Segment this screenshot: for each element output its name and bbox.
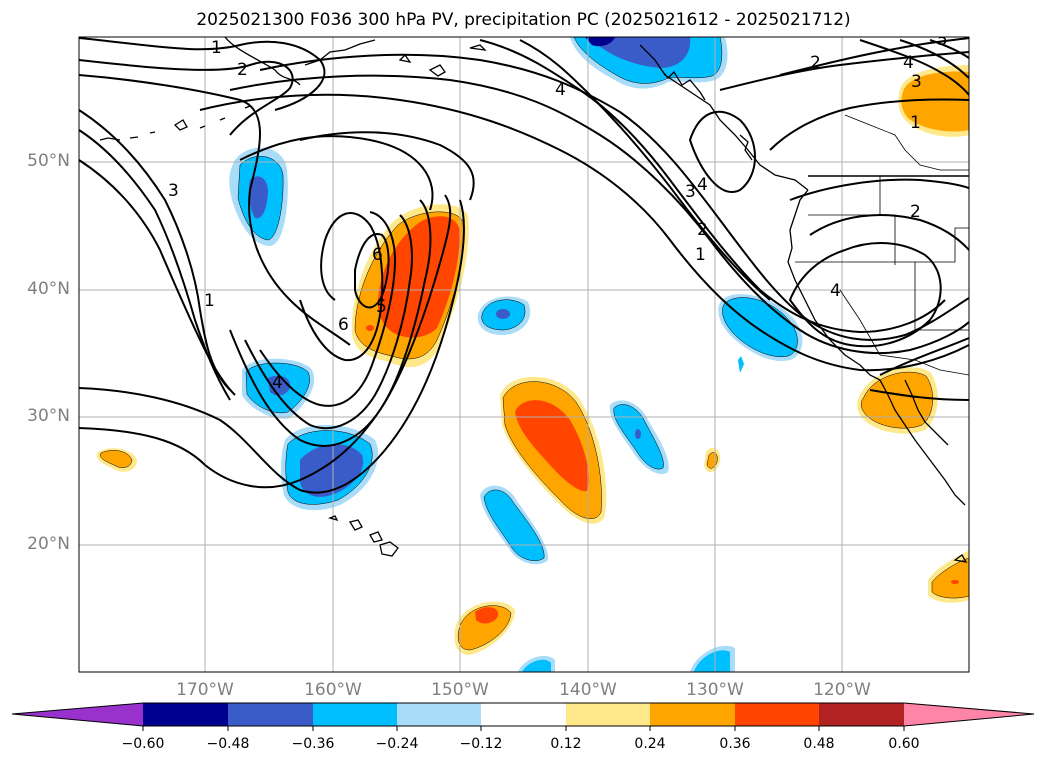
colorbar-tick-8: 0.36	[719, 736, 751, 752]
lon-label-160w: 160°W	[304, 680, 362, 700]
contour-label-1d: 1	[910, 113, 921, 133]
contour-label-4d: 4	[903, 53, 914, 73]
graticule	[79, 37, 969, 672]
map-title: 2025021300 F036 300 hPa PV, precipitatio…	[196, 10, 851, 30]
colorbar-tick-2: −0.48	[206, 736, 250, 752]
contour-label-5a: 5	[376, 297, 387, 317]
lon-label-120w: 120°W	[813, 680, 871, 700]
colorbar-tick-10: 0.60	[888, 736, 920, 752]
precip-positive-blob-small-w	[96, 448, 137, 472]
map-background	[79, 37, 969, 672]
precip-negative-blob-w1	[242, 358, 315, 419]
lon-label-150w: 150°W	[431, 680, 489, 700]
colorbar	[11, 702, 1035, 731]
colorbar-tick-5: −0.12	[459, 736, 503, 752]
colorbar-tick-4: −0.24	[375, 736, 419, 752]
contour-label-2d: 2	[910, 202, 921, 222]
pv-contour-labels: 1 2 3 1 4 6 6 5 4 3 4 2 1 2 4 3 1 2 4 5	[168, 30, 948, 393]
colorbar-tick-3: −0.36	[291, 736, 335, 752]
contour-label-2a: 2	[237, 60, 248, 80]
precip-positive-blob-ne	[898, 65, 969, 137]
contour-label-3b: 3	[685, 182, 696, 202]
lat-label-40n: 40°N	[27, 279, 70, 299]
colorbar-tick-9: 0.48	[803, 736, 835, 752]
contour-label-4a: 4	[272, 373, 283, 393]
contour-label-2c: 2	[810, 53, 821, 73]
colorbar-extend-low	[12, 703, 143, 726]
contour-label-4b: 4	[555, 80, 566, 100]
contour-label-1a: 1	[211, 38, 222, 58]
pv-contours	[79, 37, 969, 494]
colorbar-extend-high	[904, 703, 1034, 726]
contour-label-2b: 2	[697, 220, 708, 240]
contour-label-3c: 3	[911, 72, 922, 92]
lon-label-130w: 130°W	[686, 680, 744, 700]
map-frame	[78, 36, 970, 673]
contour-label-1b: 1	[204, 291, 215, 311]
lat-label-20n: 20°N	[27, 534, 70, 554]
precip-positive-blob-south	[500, 376, 607, 524]
precip-negative-blob-w2	[281, 425, 379, 511]
lon-label-170w: 170°W	[176, 680, 234, 700]
contour-label-1c: 1	[695, 245, 706, 265]
precip-positive-blob-small-se	[928, 550, 969, 603]
contour-label-4e: 4	[830, 281, 841, 301]
colorbar-tick-6: 0.12	[550, 736, 582, 752]
colorbar-tick-7: 0.24	[634, 736, 666, 752]
contour-label-3a: 3	[168, 181, 179, 201]
precip-negative-blob-n	[570, 37, 728, 89]
contour-label-5b: 5	[937, 30, 948, 50]
precip-negative-blob-c1	[477, 296, 531, 336]
lon-label-140w: 140°W	[559, 680, 617, 700]
colorbar-tick-1: −0.60	[121, 736, 165, 752]
lat-label-30n: 30°N	[27, 406, 70, 426]
contour-label-6a: 6	[338, 315, 349, 335]
precip-negative-blob-bottom	[518, 645, 735, 672]
contour-label-4c: 4	[697, 175, 708, 195]
precip-positive-blob-central	[351, 204, 469, 368]
precip-negative-blob-s2	[609, 400, 669, 475]
lat-label-50n: 50°N	[27, 151, 70, 171]
contour-label-6b: 6	[372, 245, 383, 265]
coastlines	[99, 37, 969, 563]
precip-positive-blob-small-s	[454, 601, 515, 655]
